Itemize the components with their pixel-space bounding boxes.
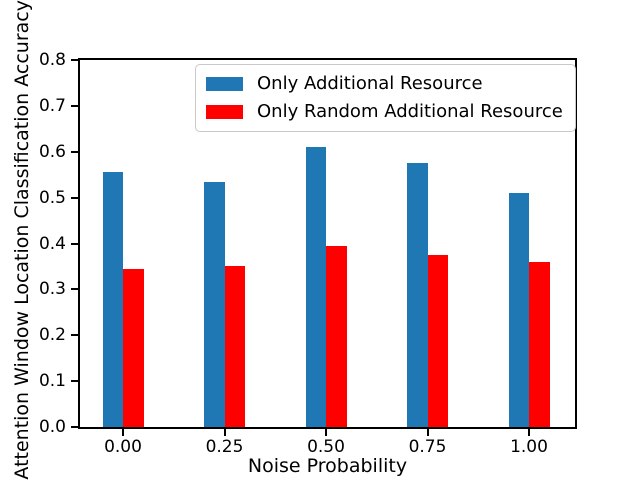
y-tick-mark — [71, 242, 78, 245]
legend-label: Only Random Additional Resource — [257, 101, 563, 122]
bar-series1-group1 — [224, 266, 245, 427]
bar-series1-group2 — [326, 245, 347, 427]
y-tick-label: 0.6 — [38, 141, 66, 162]
bar-series1-group0 — [123, 268, 144, 427]
y-tick-mark — [71, 59, 78, 61]
y-tick-mark — [71, 380, 78, 383]
y-tick-label: 0.4 — [38, 233, 66, 254]
y-tick-label: 0.5 — [38, 187, 66, 208]
x-tick-label: 0.75 — [408, 437, 447, 457]
x-tick-mark — [223, 429, 226, 436]
x-tick-mark — [122, 429, 124, 436]
y-tick-mark — [71, 426, 78, 428]
y-tick-label: 0.0 — [38, 417, 66, 437]
legend-swatch-red — [206, 105, 243, 119]
bar-series1-group3 — [427, 254, 448, 427]
legend-entry-only-random-additional-resource: Only Random Additional Resource — [206, 101, 563, 123]
y-tick-mark — [71, 104, 78, 107]
y-tick-mark — [71, 288, 78, 291]
y-tick-label: 0.2 — [38, 325, 66, 346]
legend: Only Additional Resource Only Random Add… — [195, 64, 576, 132]
x-tick-mark — [528, 429, 530, 436]
bar-series0-group0 — [102, 172, 123, 427]
x-axis-label: Noise Probability — [247, 455, 408, 477]
bar-series1-group4 — [529, 261, 550, 427]
x-tick-mark — [426, 429, 429, 436]
y-tick-label: 0.1 — [38, 371, 66, 392]
y-tick-mark — [71, 150, 78, 153]
bar-series0-group4 — [508, 193, 529, 427]
x-tick-label: 0.25 — [205, 437, 244, 457]
legend-entry-only-additional-resource: Only Additional Resource — [206, 73, 563, 95]
y-tick-mark — [71, 196, 78, 199]
legend-swatch-blue — [206, 77, 243, 91]
y-tick-label: 0.7 — [38, 95, 66, 116]
bar-series0-group1 — [204, 181, 225, 427]
legend-label: Only Additional Resource — [257, 73, 483, 94]
y-tick-label: 0.3 — [38, 279, 66, 300]
y-tick-mark — [71, 334, 78, 337]
bar-series0-group2 — [305, 147, 326, 427]
x-tick-label: 0.50 — [307, 437, 345, 457]
bar-series0-group3 — [407, 163, 428, 427]
y-tick-label: 0.8 — [38, 50, 66, 70]
x-tick-mark — [325, 429, 327, 436]
x-tick-label: 1.00 — [510, 437, 548, 457]
x-tick-label: 0.00 — [104, 437, 142, 457]
